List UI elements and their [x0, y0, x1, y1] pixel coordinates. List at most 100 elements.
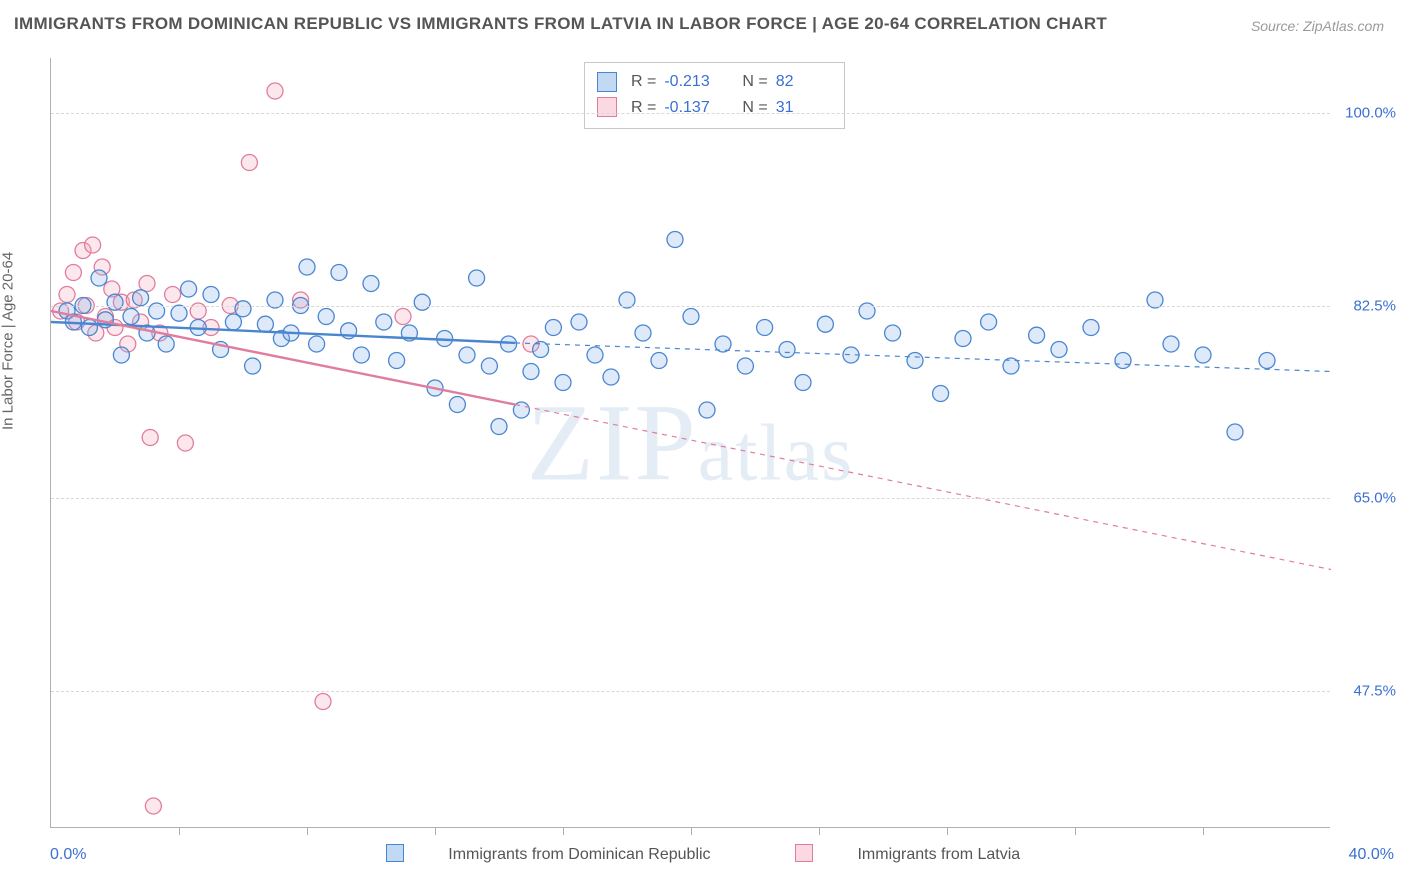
data-point	[1029, 327, 1045, 343]
data-point	[309, 336, 325, 352]
x-tick	[691, 827, 692, 835]
data-point	[107, 294, 123, 310]
data-point	[1195, 347, 1211, 363]
stat-r-pink: -0.137	[664, 95, 718, 121]
data-point	[545, 320, 561, 336]
gridline	[51, 113, 1330, 114]
data-point	[491, 419, 507, 435]
data-point	[81, 320, 97, 336]
data-point	[699, 402, 715, 418]
x-tick	[563, 827, 564, 835]
data-point	[817, 316, 833, 332]
data-point	[481, 358, 497, 374]
trend-line-dashed	[515, 405, 1331, 570]
x-tick	[819, 827, 820, 835]
x-tick	[947, 827, 948, 835]
data-point	[683, 309, 699, 325]
stats-legend: R = -0.213 N = 82 R = -0.137 N = 31	[584, 62, 845, 129]
data-point	[1259, 353, 1275, 369]
data-point	[177, 435, 193, 451]
data-point	[331, 265, 347, 281]
x-tick	[1075, 827, 1076, 835]
data-point	[181, 281, 197, 297]
data-point	[651, 353, 667, 369]
data-point	[363, 276, 379, 292]
swatch-pink-icon	[795, 844, 813, 862]
legend-item-pink: Immigrants from Latvia	[775, 846, 1040, 863]
data-point	[245, 358, 261, 374]
data-point	[459, 347, 475, 363]
bottom-legend: Immigrants from Dominican Republic Immig…	[0, 844, 1406, 864]
stat-n-label: N =	[742, 69, 767, 95]
legend-pink-label: Immigrants from Latvia	[857, 846, 1020, 863]
data-point	[603, 369, 619, 385]
data-point	[235, 301, 251, 317]
data-point	[299, 259, 315, 275]
data-point	[257, 316, 273, 332]
chart-title: IMMIGRANTS FROM DOMINICAN REPUBLIC VS IM…	[14, 14, 1107, 34]
gridline	[51, 691, 1330, 692]
correlation-chart: IMMIGRANTS FROM DOMINICAN REPUBLIC VS IM…	[0, 0, 1406, 892]
data-point	[885, 325, 901, 341]
data-point	[203, 287, 219, 303]
data-point	[635, 325, 651, 341]
stats-row-blue: R = -0.213 N = 82	[597, 69, 830, 95]
data-point	[414, 294, 430, 310]
y-axis-label: In Labor Force | Age 20-64	[0, 252, 17, 430]
data-point	[123, 309, 139, 325]
data-point	[158, 336, 174, 352]
data-point	[85, 237, 101, 253]
plot-area: ZIPatlas R = -0.213 N = 82 R = -0.137 N …	[50, 58, 1330, 828]
data-point	[757, 320, 773, 336]
data-point	[145, 798, 161, 814]
data-point	[907, 353, 923, 369]
data-point	[469, 270, 485, 286]
data-point	[955, 331, 971, 347]
data-point	[587, 347, 603, 363]
data-point	[353, 347, 369, 363]
data-point	[171, 305, 187, 321]
data-point	[981, 314, 997, 330]
y-tick-label: 47.5%	[1353, 682, 1396, 699]
data-point	[779, 342, 795, 358]
data-point	[555, 375, 571, 391]
data-point	[389, 353, 405, 369]
data-point	[113, 347, 129, 363]
stat-n-label: N =	[742, 95, 767, 121]
stat-n-pink: 31	[776, 95, 830, 121]
data-point	[65, 265, 81, 281]
swatch-pink-icon	[597, 97, 617, 117]
x-tick	[435, 827, 436, 835]
data-point	[571, 314, 587, 330]
data-point	[1115, 353, 1131, 369]
data-point	[91, 270, 107, 286]
data-point	[449, 397, 465, 413]
data-point	[1051, 342, 1067, 358]
stat-r-blue: -0.213	[664, 69, 718, 95]
source-label: Source: ZipAtlas.com	[1251, 18, 1384, 34]
x-tick	[307, 827, 308, 835]
data-point	[737, 358, 753, 374]
data-point	[133, 290, 149, 306]
legend-blue-label: Immigrants from Dominican Republic	[448, 846, 710, 863]
swatch-blue-icon	[386, 844, 404, 862]
y-tick-label: 82.5%	[1353, 297, 1396, 314]
data-point	[165, 287, 181, 303]
data-point	[59, 287, 75, 303]
data-point	[395, 309, 411, 325]
data-point	[142, 430, 158, 446]
plot-svg	[51, 58, 1330, 827]
data-point	[315, 694, 331, 710]
gridline	[51, 498, 1330, 499]
data-point	[376, 314, 392, 330]
data-point	[795, 375, 811, 391]
legend-item-blue: Immigrants from Dominican Republic	[366, 846, 735, 863]
data-point	[139, 276, 155, 292]
data-point	[267, 83, 283, 99]
data-point	[1227, 424, 1243, 440]
swatch-blue-icon	[597, 72, 617, 92]
gridline	[51, 306, 1330, 307]
stat-n-blue: 82	[776, 69, 830, 95]
data-point	[318, 309, 334, 325]
y-tick-label: 65.0%	[1353, 490, 1396, 507]
